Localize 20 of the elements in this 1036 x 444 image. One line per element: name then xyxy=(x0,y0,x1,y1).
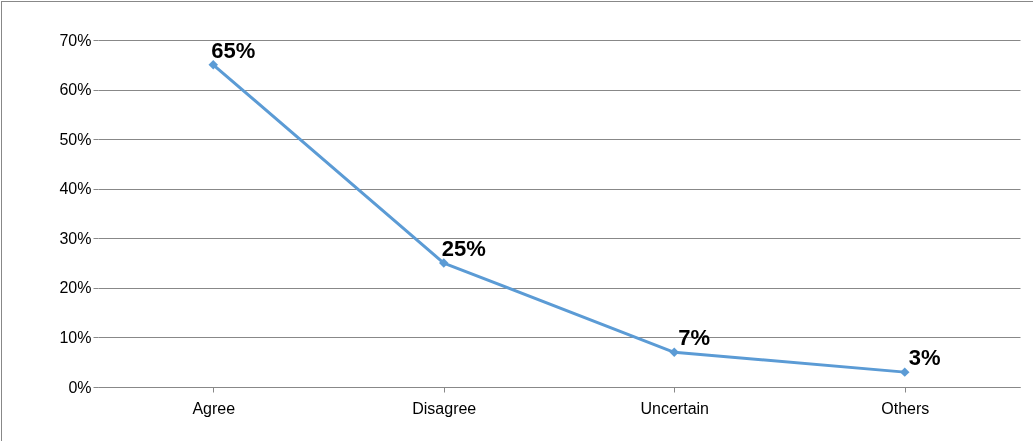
y-tick-label: 70% xyxy=(59,31,92,49)
x-tick-label: Disagree xyxy=(412,399,477,417)
data-label: 3% xyxy=(908,345,941,371)
x-tick-label: Uncertain xyxy=(640,399,709,417)
point xyxy=(900,367,910,377)
y-tick-label: 30% xyxy=(59,229,92,247)
y-tick-label: 10% xyxy=(59,328,92,346)
data-label: 65% xyxy=(211,37,256,63)
x-tick-label: Agree xyxy=(192,399,236,417)
y-tick-label: 0% xyxy=(68,378,92,396)
point xyxy=(669,347,679,358)
y-tick-label: 50% xyxy=(59,130,92,148)
y-tick-label: 20% xyxy=(59,279,92,297)
point xyxy=(439,258,449,268)
point xyxy=(208,60,218,70)
data-label: 7% xyxy=(678,325,711,351)
x-tick-label: Others xyxy=(881,399,930,417)
data-label: 25% xyxy=(441,236,486,262)
y-tick-label: 60% xyxy=(59,81,92,99)
y-tick-label: 40% xyxy=(59,180,92,198)
